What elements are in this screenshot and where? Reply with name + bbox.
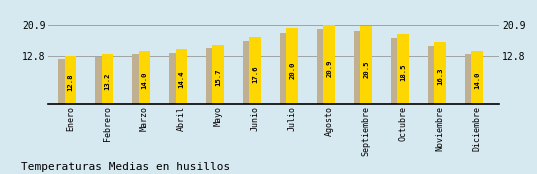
Bar bbox=[360, 26, 372, 104]
Bar bbox=[391, 38, 403, 104]
Bar bbox=[317, 29, 329, 104]
Bar bbox=[397, 34, 409, 104]
Text: 17.6: 17.6 bbox=[252, 65, 258, 83]
Bar bbox=[243, 41, 255, 104]
Bar bbox=[64, 56, 76, 104]
Bar bbox=[213, 45, 224, 104]
Bar bbox=[465, 54, 476, 104]
Bar bbox=[471, 51, 483, 104]
Text: 14.0: 14.0 bbox=[141, 72, 148, 89]
Text: Temperaturas Medias en husillos: Temperaturas Medias en husillos bbox=[21, 162, 231, 172]
Text: 20.0: 20.0 bbox=[289, 61, 295, 79]
Text: 16.3: 16.3 bbox=[437, 68, 443, 85]
Text: 18.5: 18.5 bbox=[400, 64, 407, 81]
Text: 20.9: 20.9 bbox=[326, 60, 332, 77]
Bar bbox=[139, 51, 150, 104]
Bar bbox=[427, 46, 439, 104]
Bar bbox=[176, 49, 187, 104]
Text: 20.5: 20.5 bbox=[364, 60, 369, 78]
Bar bbox=[169, 53, 180, 104]
Bar bbox=[286, 28, 298, 104]
Bar bbox=[434, 42, 446, 104]
Text: 15.7: 15.7 bbox=[215, 69, 221, 86]
Text: 12.8: 12.8 bbox=[68, 74, 74, 91]
Bar bbox=[280, 33, 292, 104]
Text: 13.2: 13.2 bbox=[105, 73, 111, 90]
Bar bbox=[132, 54, 144, 104]
Bar bbox=[206, 48, 217, 104]
Bar bbox=[323, 25, 335, 104]
Bar bbox=[101, 54, 113, 104]
Text: 14.4: 14.4 bbox=[178, 71, 184, 88]
Bar bbox=[250, 37, 262, 104]
Bar bbox=[95, 57, 107, 104]
Bar bbox=[58, 58, 70, 104]
Text: 14.0: 14.0 bbox=[474, 72, 480, 89]
Bar bbox=[354, 31, 366, 104]
